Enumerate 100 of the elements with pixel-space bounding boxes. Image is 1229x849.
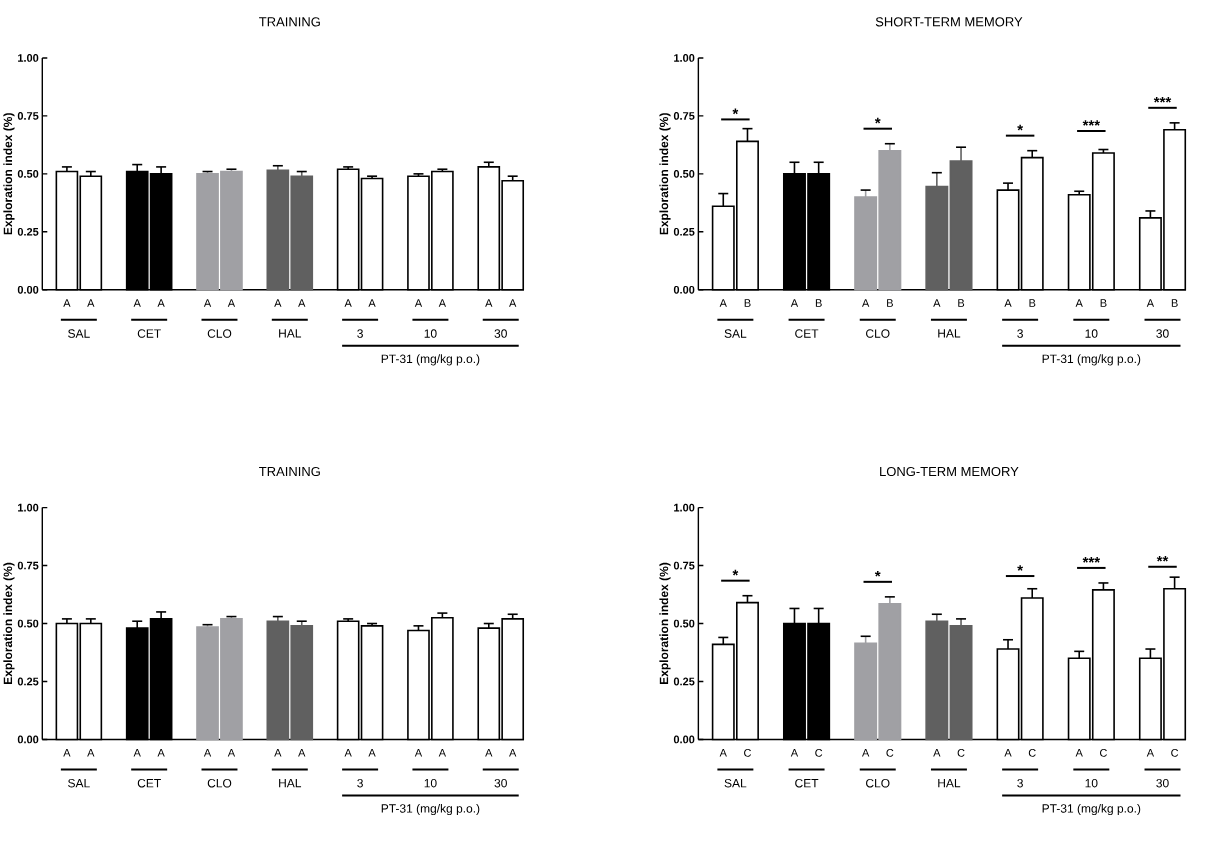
series-label: C [744,748,752,757]
text: A [1075,299,1083,307]
text: A [298,748,306,757]
text: A [933,299,941,307]
x-tick-label: CLO [866,778,890,788]
y-tick-label: 0.50 [673,169,695,178]
text: A [274,748,282,757]
y-tick-label: 0.50 [17,169,39,178]
text: A [790,299,799,307]
y-tick-label: 0.50 [17,619,39,628]
annotation: *** [1082,556,1101,563]
series-label: A [63,748,71,757]
annotation: * [732,108,739,114]
y-tick-label: 0.00 [673,735,695,744]
x-tick-label: 3 [357,329,363,338]
text: A [933,748,941,757]
text: A [298,299,306,307]
y-tick-label: 0.00 [17,735,39,744]
text: A [862,748,870,757]
y-axis-title: Exploration index (%) [3,112,15,235]
series-label: A [719,748,727,757]
x-tick-label: CET [137,329,161,338]
y-tick-label: 0.25 [17,677,39,686]
x-tick-label: SAL [724,329,747,338]
text: A [1146,299,1155,307]
text: B [887,299,893,307]
x-tick-label: HAL [938,329,961,338]
text: B [1100,299,1107,307]
text: A [414,299,423,307]
x-tick-label: 3 [357,778,363,788]
y-tick-label: 0.75 [17,561,39,570]
text: A [485,299,493,307]
text: PT-31 (mg/kg p.o.) [381,803,480,815]
chart-title: TRAINING [259,17,320,27]
text: C [957,748,965,757]
text: C [1028,748,1036,757]
text: A [203,748,212,757]
text: PT-31 (mg/kg p.o.) [1042,803,1141,815]
text: A [438,748,447,757]
y-tick-label: 1.00 [18,503,39,512]
chart-title: LONG-TERM MEMORY [880,466,1019,476]
text: A [862,299,870,307]
text: C [815,748,823,757]
text: A [368,299,376,307]
x-tick-label: 10 [424,329,437,338]
x-tick-label: CLO [866,329,890,338]
x-tick-label: 30 [1156,778,1169,788]
annotation: *** [1082,119,1101,126]
y-axis-title: Exploration index (%) [659,562,671,684]
x-tick-label: HAL [279,778,302,788]
text: A [509,299,517,307]
text: A [1146,748,1155,757]
text: A [344,748,352,757]
x-tick-label: SAL [68,329,90,338]
y-tick-label: 0.25 [17,227,39,236]
chart-title: SHORT-TERM MEMORY [875,17,1023,27]
text: PT-31 (mg/kg p.o.) [381,354,480,366]
text: A [227,299,236,307]
text: A [274,299,282,307]
x-tick-label: 3 [1017,778,1023,788]
x-tick-label: HAL [938,778,961,788]
series-label: A [63,299,71,307]
text: A [157,299,165,307]
text: A [790,748,799,757]
x-tick-label: CET [795,778,819,788]
text: C [1171,748,1179,757]
text: A [133,748,141,757]
x-tick-label: HAL [279,329,302,338]
y-tick-label: 1.00 [18,53,39,62]
y-tick-label: 0.75 [673,561,695,570]
x-tick-label: 30 [494,778,507,788]
text: B [958,299,965,307]
x-tick-label: SAL [724,778,747,788]
text: A [1004,748,1012,757]
text: B [1171,299,1178,307]
text: A [344,299,352,307]
x-tick-label: 10 [1085,778,1098,788]
x-tick-label: CLO [207,329,232,338]
x-tick-label: 30 [494,329,507,338]
y-axis-title: Exploration index (%) [3,562,15,684]
x-tick-label: 10 [424,778,437,788]
text: A [133,299,141,307]
series-label: A [719,299,727,307]
annotation: * [874,117,881,124]
text: B [1029,299,1036,307]
annotation: * [874,570,881,577]
text: A [485,748,493,757]
y-tick-label: 0.75 [673,111,695,120]
series-label: B [744,299,751,307]
text: A [227,748,236,757]
y-tick-label: 0.75 [17,111,39,120]
bar [949,624,973,741]
chart-title: TRAINING [259,466,320,476]
x-tick-label: CLO [207,778,232,788]
y-axis-title: Exploration index (%) [659,112,671,235]
text: A [414,748,423,757]
x-tick-label: 30 [1156,329,1169,338]
text: A [1004,299,1012,307]
text: A [368,748,376,757]
text: A [438,299,447,307]
